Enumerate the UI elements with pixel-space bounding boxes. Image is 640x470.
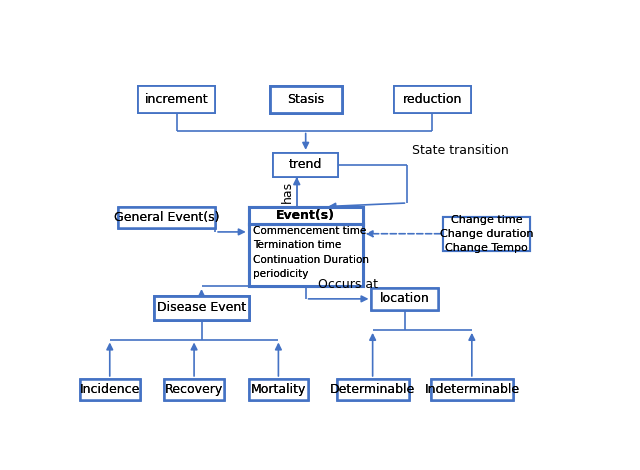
Text: Event(s): Event(s) — [276, 209, 335, 222]
FancyBboxPatch shape — [371, 288, 438, 310]
FancyBboxPatch shape — [273, 153, 338, 177]
Text: Mortality: Mortality — [251, 383, 306, 396]
FancyBboxPatch shape — [80, 379, 140, 400]
Text: trend: trend — [289, 158, 323, 172]
FancyBboxPatch shape — [431, 379, 513, 400]
Text: Commencement time
Termination time
Continuation Duration
periodicity: Commencement time Termination time Conti… — [253, 226, 369, 279]
FancyBboxPatch shape — [431, 379, 513, 400]
FancyBboxPatch shape — [249, 207, 363, 286]
FancyBboxPatch shape — [164, 379, 224, 400]
Text: State transition: State transition — [412, 144, 509, 157]
Text: increment: increment — [145, 94, 209, 106]
Text: Disease Event: Disease Event — [157, 301, 246, 314]
FancyBboxPatch shape — [154, 296, 248, 320]
Text: Stasis: Stasis — [287, 94, 324, 106]
Text: Change time
Change duration
Change Tempo: Change time Change duration Change Tempo — [440, 215, 534, 253]
Text: Commencement time
Termination time
Continuation Duration
periodicity: Commencement time Termination time Conti… — [253, 226, 369, 279]
FancyBboxPatch shape — [444, 217, 530, 251]
Text: Occurs at: Occurs at — [318, 278, 378, 291]
FancyBboxPatch shape — [118, 207, 215, 228]
FancyBboxPatch shape — [273, 153, 338, 177]
Text: trend: trend — [289, 158, 323, 172]
Text: Recovery: Recovery — [165, 383, 223, 396]
Text: increment: increment — [145, 94, 209, 106]
FancyBboxPatch shape — [337, 379, 408, 400]
Text: Indeterminable: Indeterminable — [424, 383, 520, 396]
FancyBboxPatch shape — [118, 207, 215, 228]
Text: reduction: reduction — [403, 94, 462, 106]
FancyBboxPatch shape — [394, 86, 470, 113]
Text: Recovery: Recovery — [165, 383, 223, 396]
Text: Indeterminable: Indeterminable — [424, 383, 520, 396]
Text: General Event(s): General Event(s) — [114, 211, 220, 224]
FancyBboxPatch shape — [394, 86, 470, 113]
Text: Mortality: Mortality — [251, 383, 306, 396]
Text: General Event(s): General Event(s) — [114, 211, 220, 224]
FancyBboxPatch shape — [249, 379, 308, 400]
FancyBboxPatch shape — [138, 86, 215, 113]
Text: Determinable: Determinable — [330, 383, 415, 396]
FancyBboxPatch shape — [444, 217, 530, 251]
FancyBboxPatch shape — [269, 86, 342, 113]
FancyBboxPatch shape — [269, 86, 342, 113]
Text: Event(s): Event(s) — [276, 209, 335, 222]
FancyBboxPatch shape — [249, 207, 363, 286]
Text: has: has — [282, 181, 294, 203]
Text: location: location — [380, 292, 429, 306]
FancyBboxPatch shape — [138, 86, 215, 113]
Text: Change time
Change duration
Change Tempo: Change time Change duration Change Tempo — [440, 215, 534, 253]
Text: Disease Event: Disease Event — [157, 301, 246, 314]
Text: Stasis: Stasis — [287, 94, 324, 106]
FancyBboxPatch shape — [80, 379, 140, 400]
FancyBboxPatch shape — [371, 288, 438, 310]
FancyBboxPatch shape — [337, 379, 408, 400]
Text: Incidence: Incidence — [79, 383, 140, 396]
Text: Determinable: Determinable — [330, 383, 415, 396]
Text: reduction: reduction — [403, 94, 462, 106]
FancyBboxPatch shape — [164, 379, 224, 400]
FancyBboxPatch shape — [249, 379, 308, 400]
Text: location: location — [380, 292, 429, 306]
FancyBboxPatch shape — [154, 296, 248, 320]
Text: Incidence: Incidence — [79, 383, 140, 396]
